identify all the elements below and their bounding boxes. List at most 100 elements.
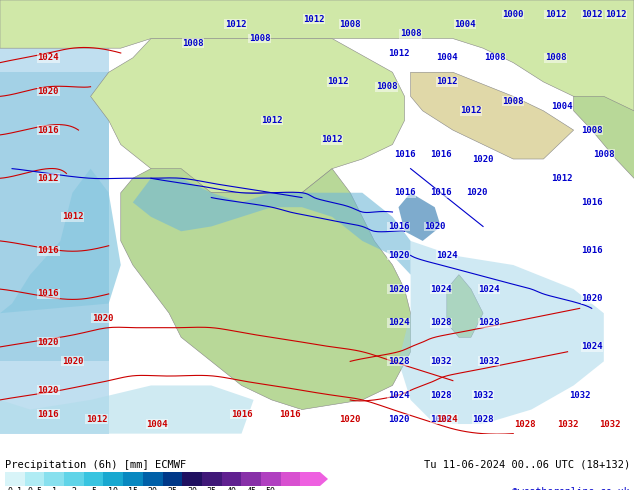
Text: 35: 35 (207, 487, 217, 490)
Text: 1004: 1004 (454, 20, 476, 28)
Text: 1012: 1012 (460, 106, 482, 115)
Text: 1016: 1016 (430, 149, 451, 159)
Text: 1016: 1016 (388, 222, 410, 231)
Polygon shape (91, 39, 404, 193)
Text: 1008: 1008 (339, 20, 361, 28)
Text: 1020: 1020 (466, 188, 488, 197)
Polygon shape (399, 193, 441, 241)
Bar (261, 472, 281, 486)
Text: 1008: 1008 (593, 149, 614, 159)
Text: 1020: 1020 (37, 338, 59, 346)
Text: Tu 11-06-2024 00..06 UTC (18+132): Tu 11-06-2024 00..06 UTC (18+132) (424, 459, 630, 469)
Text: 1028: 1028 (478, 318, 500, 327)
Bar (143, 472, 162, 486)
Text: 1020: 1020 (388, 251, 410, 260)
Bar (202, 472, 221, 486)
Bar (5, 472, 25, 486)
Text: 1020: 1020 (388, 285, 410, 294)
Text: 1028: 1028 (430, 391, 451, 400)
Text: 15: 15 (128, 487, 138, 490)
Polygon shape (574, 97, 634, 178)
Text: 1008: 1008 (503, 97, 524, 106)
Text: 40: 40 (226, 487, 236, 490)
Text: 1012: 1012 (261, 116, 283, 125)
Text: 10: 10 (108, 487, 119, 490)
Text: 1016: 1016 (394, 149, 415, 159)
Text: 1016: 1016 (37, 246, 59, 255)
Text: 1012: 1012 (37, 174, 59, 183)
Text: 1008: 1008 (183, 39, 204, 48)
Text: 1032: 1032 (557, 419, 578, 429)
Bar (44, 472, 64, 486)
Text: 1032: 1032 (599, 419, 621, 429)
Text: 1028: 1028 (430, 415, 451, 424)
Text: 1012: 1012 (321, 135, 343, 144)
Text: 0.5: 0.5 (27, 487, 42, 490)
Text: 1032: 1032 (478, 357, 500, 366)
Text: 1008: 1008 (484, 53, 506, 62)
Text: 20: 20 (148, 487, 158, 490)
Text: 1032: 1032 (472, 391, 494, 400)
Text: 1028: 1028 (430, 318, 451, 327)
Bar (123, 472, 143, 486)
Text: 1020: 1020 (581, 294, 602, 303)
Text: 1004: 1004 (551, 101, 573, 111)
Polygon shape (0, 0, 634, 121)
Text: 1012: 1012 (224, 20, 246, 28)
Bar (64, 472, 84, 486)
Text: 1016: 1016 (279, 410, 301, 419)
Bar (221, 472, 242, 486)
Text: 1020: 1020 (61, 357, 83, 366)
Text: Precipitation (6h) [mm] ECMWF: Precipitation (6h) [mm] ECMWF (5, 460, 186, 470)
Text: 1008: 1008 (376, 82, 397, 91)
Text: 1024: 1024 (478, 285, 500, 294)
Text: 1020: 1020 (92, 314, 113, 322)
Text: 1028: 1028 (388, 357, 410, 366)
Text: 50: 50 (266, 487, 276, 490)
Text: 1032: 1032 (430, 357, 451, 366)
Polygon shape (0, 386, 254, 434)
Text: 1000: 1000 (503, 10, 524, 19)
Text: 1020: 1020 (339, 415, 361, 424)
Text: 1028: 1028 (515, 419, 536, 429)
Text: 1020: 1020 (388, 415, 410, 424)
Bar (103, 472, 123, 486)
Polygon shape (320, 472, 328, 486)
Bar (182, 472, 202, 486)
Text: 1012: 1012 (545, 10, 566, 19)
Text: 1012: 1012 (327, 77, 349, 86)
Text: 1024: 1024 (388, 318, 410, 327)
Text: 1004: 1004 (146, 419, 168, 429)
Text: 1012: 1012 (388, 49, 410, 57)
Text: 5: 5 (91, 487, 96, 490)
Text: 1016: 1016 (37, 290, 59, 298)
Text: 1024: 1024 (388, 391, 410, 400)
Text: 1024: 1024 (581, 343, 602, 351)
Bar (84, 472, 103, 486)
Text: 1016: 1016 (581, 246, 602, 255)
Text: 1020: 1020 (37, 87, 59, 96)
Polygon shape (411, 73, 574, 159)
Bar (301, 472, 320, 486)
Polygon shape (120, 169, 411, 410)
Text: 1016: 1016 (231, 410, 252, 419)
Text: 1016: 1016 (430, 188, 451, 197)
Text: 1016: 1016 (37, 410, 59, 419)
Polygon shape (133, 178, 411, 274)
Text: ©weatheronline.co.uk: ©weatheronline.co.uk (512, 487, 630, 490)
Text: 2: 2 (72, 487, 77, 490)
Bar (162, 472, 182, 486)
Bar (0, 0, 108, 434)
Text: 1012: 1012 (605, 10, 626, 19)
Text: 1012: 1012 (581, 10, 602, 19)
Bar (25, 472, 44, 486)
Text: 0.1: 0.1 (8, 487, 22, 490)
Polygon shape (399, 241, 604, 424)
Text: 1024: 1024 (436, 415, 458, 424)
Bar (0, 73, 108, 362)
Text: 1028: 1028 (472, 415, 494, 424)
Text: 1: 1 (52, 487, 56, 490)
Text: 1024: 1024 (436, 251, 458, 260)
Text: 30: 30 (187, 487, 197, 490)
Polygon shape (0, 169, 120, 313)
